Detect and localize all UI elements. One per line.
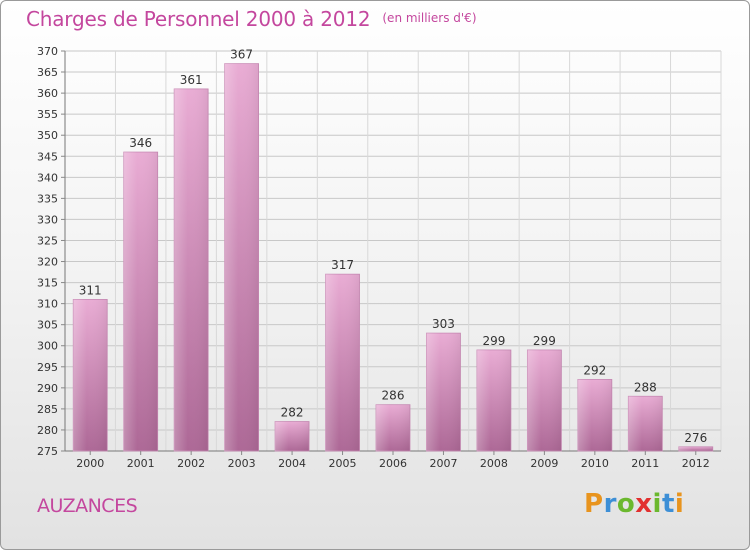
bar-highlight [476, 349, 511, 451]
data-labels: 311 346 361 367 282 317 286 303 299 299 292 288 276 [79, 48, 707, 445]
proxiti-logo: Proxiti [584, 489, 684, 519]
bar-highlight [376, 404, 410, 451]
y-tick-label: 335 [37, 192, 58, 205]
y-tick-label: 275 [37, 445, 58, 458]
chart-title: Charges de Personnel 2000 à 2012 (en mill… [26, 7, 477, 31]
data-label: 292 [583, 363, 606, 377]
data-label: 303 [432, 317, 455, 331]
y-tick-label: 330 [37, 213, 58, 226]
logo-letter: t [661, 489, 675, 519]
x-tick-label: 2002 [177, 457, 205, 470]
y-tick-label: 350 [37, 129, 58, 142]
x-tick-label: 2005 [329, 457, 357, 470]
bar-highlight [577, 379, 612, 451]
y-tick-label: 370 [37, 45, 58, 58]
y-tick-label: 300 [37, 340, 58, 353]
chart-subtitle: (en milliers d'€) [382, 11, 477, 25]
bar-highlight [275, 421, 310, 451]
data-label: 367 [230, 48, 253, 62]
logo-letter: x [635, 489, 653, 519]
location-label: AUZANCES [37, 495, 138, 517]
bar-highlight [527, 349, 562, 451]
y-tick-label: 345 [37, 150, 58, 163]
logo-letter: i [652, 489, 662, 519]
bars [72, 63, 714, 452]
y-tick-label: 355 [37, 108, 58, 121]
y-tick-label: 315 [37, 277, 58, 290]
data-label: 299 [533, 334, 556, 348]
y-tick-label: 325 [37, 234, 58, 247]
chart-title-text: Charges de Personnel 2000 à 2012 [26, 7, 371, 31]
data-label: 288 [634, 380, 657, 394]
data-label: 282 [281, 406, 304, 420]
bar-highlight [426, 333, 461, 451]
y-tick-label: 310 [37, 298, 58, 311]
data-label: 276 [684, 431, 707, 445]
bar-highlight [678, 446, 713, 451]
logo-letter: o [616, 489, 636, 519]
data-label: 311 [79, 283, 102, 297]
bar-highlight [224, 63, 259, 451]
x-tick-label: 2001 [127, 457, 155, 470]
logo-letter: r [603, 489, 617, 519]
y-tick-labels: 275 280 285 290 295 300 305 310 315 320 325 330 335 3… [37, 45, 65, 458]
bar-highlight [174, 88, 209, 451]
y-tick-label: 360 [37, 87, 58, 100]
x-tick-label: 2012 [682, 457, 710, 470]
x-tick-label: 2003 [228, 457, 256, 470]
bar-highlight [325, 274, 360, 451]
x-tick-label: 2008 [480, 457, 508, 470]
x-tick-label: 2011 [631, 457, 659, 470]
x-tick-label: 2000 [76, 457, 104, 470]
logo-letter: i [674, 489, 685, 519]
x-tick-label: 2006 [379, 457, 407, 470]
bar-highlight [628, 396, 663, 451]
y-tick-label: 365 [37, 66, 58, 79]
x-tick-labels: 2000 2001 2002 2003 2004 2005 2006 2007 2008 2009… [76, 451, 710, 470]
logo-letter: P [584, 489, 604, 519]
bar-highlight [73, 299, 108, 451]
y-tick-label: 280 [37, 424, 58, 437]
data-label: 286 [382, 389, 405, 403]
y-tick-label: 320 [37, 256, 58, 269]
y-tick-label: 295 [37, 361, 58, 374]
y-tick-label: 285 [37, 403, 58, 416]
data-label: 346 [129, 136, 152, 150]
y-tick-label: 305 [37, 319, 58, 332]
x-tick-label: 2007 [429, 457, 457, 470]
x-tick-label: 2004 [278, 457, 306, 470]
data-label: 361 [180, 73, 203, 87]
y-tick-label: 290 [37, 382, 58, 395]
data-label: 317 [331, 258, 354, 272]
bar-highlight [123, 152, 158, 452]
x-tick-label: 2009 [530, 457, 558, 470]
x-tick-label: 2010 [581, 457, 609, 470]
data-label: 299 [482, 334, 505, 348]
y-tick-label: 340 [37, 171, 58, 184]
